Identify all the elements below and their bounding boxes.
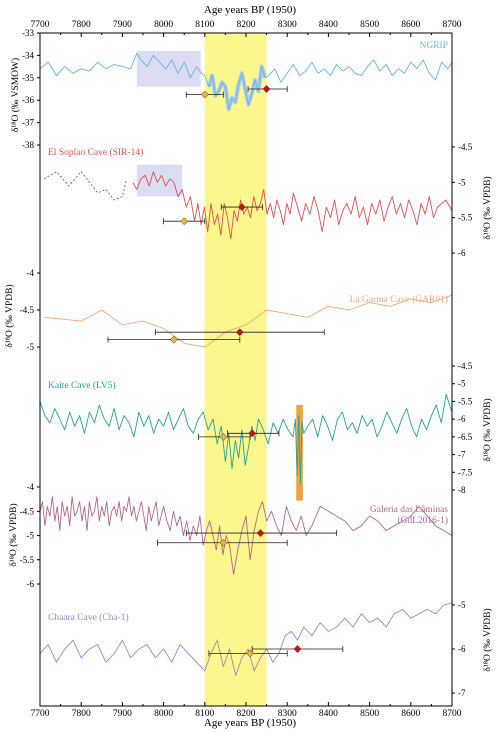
soplao-marker-red — [237, 203, 246, 212]
soplao-marker-gold — [180, 217, 189, 226]
galeria-series-line — [39, 496, 453, 575]
chaara-series-line — [39, 602, 453, 676]
x-tick-label-bottom: 8700 — [443, 709, 462, 719]
galeria-series-name: Galeria das Lâminas — [370, 505, 448, 515]
x-tick-label-top: 8600 — [401, 20, 420, 30]
ngrip-marker-gold — [200, 90, 209, 99]
chaara-marker-red — [293, 645, 302, 653]
galeria-y-tick-label: -5.5 — [20, 555, 35, 565]
ngrip-y-tick-label: -38 — [22, 140, 34, 150]
series-layer — [39, 52, 453, 676]
kaite-y-tick-label: -6.5 — [458, 432, 473, 442]
chaara-y-axis-title: δ¹⁸O (‰ VPDB) — [482, 608, 493, 671]
event-band-layer — [204, 33, 267, 706]
kaite-marker-gold — [219, 432, 228, 441]
garma-y-axis-title: δ¹⁸O (‰ VPDB) — [4, 284, 15, 347]
x-tick-label-bottom: 8200 — [237, 709, 256, 719]
ngrip-shaded-box — [136, 50, 201, 87]
galeria-y-tick-label: -4.5 — [20, 506, 35, 516]
x-tick-label-bottom: 7700 — [31, 709, 50, 719]
galeria-marker-red — [256, 529, 265, 538]
x-tick-label-bottom: 7900 — [113, 709, 132, 719]
soplao-y-tick-label: -6 — [458, 248, 466, 258]
x-tick-label-bottom: 8000 — [154, 709, 173, 719]
ngrip-y-tick-label: -34 — [22, 50, 34, 60]
garma-y-tick-label: -4.5 — [20, 305, 35, 315]
ngrip-series-name: NGRIP — [419, 41, 448, 51]
ngrip-marker-red — [262, 85, 271, 93]
soplao-y-tick-label: -4.5 — [458, 142, 473, 152]
top-axis-label: Age years BP (1950) — [204, 4, 296, 16]
kaite-series-name: Kaite Cave (LV5) — [48, 380, 116, 391]
x-tick-label-top: 8200 — [237, 20, 256, 30]
event-band — [204, 33, 267, 706]
garma-series-line — [44, 294, 453, 348]
x-tick-label-bottom: 8300 — [278, 709, 297, 719]
soplao-y-tick-label: -5.5 — [458, 213, 473, 223]
x-tick-label-top: 8400 — [319, 20, 338, 30]
kaite-y-tick-label: -7.5 — [458, 467, 473, 477]
x-tick-label-bottom: 8100 — [195, 709, 214, 719]
axis-layer: Age years BP (1950) Age years BP (1950) … — [4, 4, 493, 729]
marker-layer — [107, 85, 344, 658]
chaara-series-name: Chaara Cave (Cha-1) — [48, 612, 129, 623]
galeria-y-axis-title: δ¹⁸O (‰ VPDB) — [8, 503, 19, 566]
garma-y-tick-label: -4 — [27, 268, 35, 278]
x-tick-label-bottom: 8400 — [319, 709, 338, 719]
chaara-y-tick-label: -6 — [458, 644, 466, 654]
galeria-series-name-line2: (GdL2016-1) — [397, 515, 448, 526]
soplao-y-axis-title: δ¹⁸O (‰ VPDB) — [482, 176, 493, 239]
x-tick-label-top: 7900 — [113, 20, 132, 30]
chaara-marker-gold — [246, 649, 255, 658]
soplao-series-name: El Soplao Cave (SIR-14) — [48, 147, 143, 158]
soplao-shaded-box — [136, 164, 183, 197]
garma-marker-gold — [169, 335, 178, 344]
x-tick-label-top: 8100 — [195, 20, 214, 30]
garma-y-tick-label: -5 — [27, 342, 35, 352]
ngrip-y-tick-label: -36 — [22, 95, 34, 105]
garma-marker-red — [235, 328, 244, 337]
kaite-y-tick-label: -5 — [458, 379, 466, 389]
ngrip-y-tick-label: -37 — [22, 118, 34, 128]
soplao-y-tick-label: -5 — [458, 177, 466, 187]
x-tick-label-top: 7800 — [72, 20, 91, 30]
galeria-y-tick-label: -4 — [27, 482, 35, 492]
x-tick-label-top: 7700 — [31, 20, 50, 30]
ngrip-series-line — [39, 52, 453, 110]
chaara-y-tick-label: -7 — [458, 688, 466, 698]
ngrip-y-tick-label: -33 — [22, 28, 34, 38]
kaite-marker-red — [248, 429, 257, 438]
kaite-y-tick-label: -8 — [458, 485, 466, 495]
x-tick-label-bottom: 8600 — [401, 709, 420, 719]
ngrip-y-tick-label: -35 — [22, 73, 34, 83]
soplao-dashed-line — [43, 171, 127, 201]
ngrip-y-axis-title: δ¹⁸O (‰ VSMOW) — [10, 58, 21, 132]
x-tick-label-top: 8500 — [360, 20, 379, 30]
galeria-y-tick-label: -6 — [27, 579, 35, 589]
soplao-series-line — [132, 171, 453, 240]
garma-series-name: La Garma Cave (GAR01) — [350, 294, 448, 305]
x-tick-label-top: 8000 — [154, 20, 173, 30]
kaite-y-tick-label: -4.5 — [458, 361, 473, 371]
galeria-marker-gold — [219, 538, 228, 547]
x-tick-label-bottom: 8500 — [360, 709, 379, 719]
kaite-y-tick-label: -6 — [458, 414, 466, 424]
x-tick-label-top: 8700 — [443, 20, 462, 30]
galeria-y-tick-label: -5 — [27, 531, 35, 541]
kaite-y-tick-label: -5.5 — [458, 396, 473, 406]
chaara-y-tick-label: -5 — [458, 600, 466, 610]
x-tick-label-top: 8300 — [278, 20, 297, 30]
kaite-y-tick-label: -7 — [458, 450, 466, 460]
x-tick-label-bottom: 7800 — [72, 709, 91, 719]
bottom-axis-label: Age years BP (1950) — [204, 717, 296, 729]
kaite-y-axis-title: δ¹⁸O (‰ VPDB) — [482, 398, 493, 461]
